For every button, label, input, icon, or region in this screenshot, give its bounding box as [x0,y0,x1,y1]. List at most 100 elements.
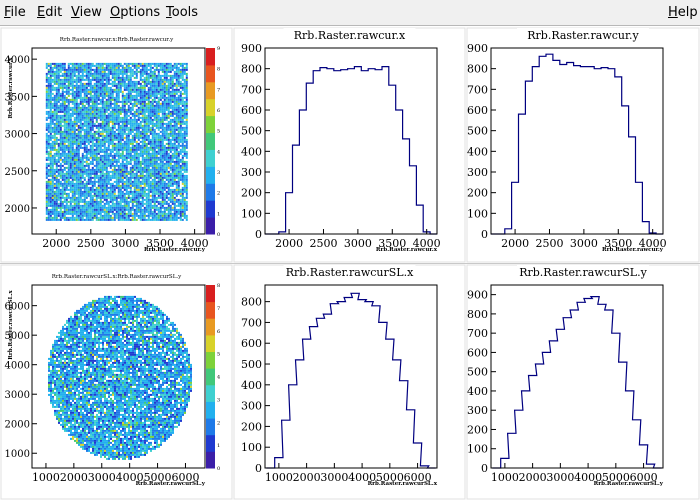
heatmap-cell [131,214,134,217]
heatmap-cell [105,94,108,97]
menu-help[interactable]: Help [668,5,698,20]
heatmap-cell [173,88,176,91]
heatmap-cell [105,206,108,209]
heatmap-cell [171,64,174,67]
heatmap-cell [167,160,170,163]
heatmap-cell [179,92,182,95]
heatmap-cell [103,126,106,129]
heatmap-cell [125,66,128,69]
heatmap-cell [181,214,184,217]
heatmap-cell [155,136,158,139]
heatmap-cell [145,110,148,113]
heatmap-cell [85,90,88,93]
heatmap-cell [111,186,114,189]
heatmap-cell [55,180,58,183]
heatmap-cell [133,122,136,125]
heatmap-cell [61,108,64,111]
heatmap-cell [89,74,92,77]
menu-tools[interactable]: Tools [166,5,198,20]
heatmap-cell [83,190,86,193]
heatmap-cell [157,144,160,147]
heatmap-cell [45,134,48,137]
heatmap-cell [117,170,120,173]
heatmap-cell [139,90,142,93]
heatmap-cell [157,102,160,105]
heatmap-cell [137,152,140,155]
heatmap-cell [147,148,150,151]
heatmap-cell [101,66,104,69]
heatmap-cell [79,110,82,113]
heatmap-cell [107,182,110,185]
heatmap-cell [183,138,186,141]
heatmap-cell [159,180,162,183]
heatmap-cell [93,212,96,215]
heatmap-cell [89,194,92,197]
heatmap-cell [161,206,164,209]
heatmap-cell [75,202,78,205]
heatmap-cell [99,218,102,221]
heatmap-cell [73,126,76,129]
heatmap-cell [133,94,136,97]
heatmap-cell [65,96,68,99]
menu-view[interactable]: View [71,5,102,20]
heatmap-cell [127,192,130,195]
heatmap-cell [95,108,98,111]
heatmap-cell [49,150,52,153]
heatmap-cell [127,186,130,189]
heatmap-cell [97,178,100,181]
heatmap-cell [89,136,92,139]
heatmap-cell [111,88,114,91]
heatmap-cell [61,110,64,113]
heatmap-cell [159,88,162,91]
heatmap-cell [99,162,102,165]
heatmap-cell [53,86,56,89]
heatmap-cell [183,170,186,173]
heatmap-cell [69,118,72,121]
heatmap-cell [155,74,158,77]
heatmap-cell [153,76,156,79]
heatmap-cell [59,96,62,99]
heatmap-cell [177,134,180,137]
heatmap-cell [109,218,112,221]
heatmap-cell [115,200,118,203]
heatmap-cell [121,148,124,151]
heatmap-cell [161,178,164,181]
heatmap-cell [151,138,154,141]
heatmap-cell [159,82,162,85]
heatmap-cell [47,216,50,219]
heatmap-cell [101,216,104,219]
heatmap-cell [131,106,134,109]
heatmap-cell [145,194,148,197]
heatmap-cell [107,210,110,213]
heatmap-cell [185,138,188,141]
heatmap-cell [79,64,82,67]
heatmap-cell [163,198,166,201]
heatmap-cell [173,90,176,93]
heatmap-cell [59,182,62,185]
heatmap-cell [95,212,98,215]
menu-file[interactable]: File [4,5,26,20]
heatmap-cell [79,168,82,171]
heatmap-cell [45,202,48,205]
heatmap-cell [99,214,102,217]
heatmap-cell [111,150,114,153]
heatmap-cell [157,96,160,99]
heatmap-cell [131,122,134,125]
heatmap-cell [181,148,184,151]
heatmap-cell [141,64,144,67]
heatmap-cell [105,164,108,167]
heatmap-cell [123,142,126,145]
heatmap-cell [153,118,156,121]
heatmap-cell [183,214,186,217]
heatmap-cell [71,204,74,207]
heatmap-cell [67,184,70,187]
heatmap-cell [75,208,78,211]
heatmap-cell [111,66,114,69]
heatmap-cell [71,180,74,183]
heatmap-cell [95,124,98,127]
heatmap-cell [45,90,48,93]
menu-options[interactable]: Options [110,5,160,20]
menu-edit[interactable]: Edit [37,5,62,20]
